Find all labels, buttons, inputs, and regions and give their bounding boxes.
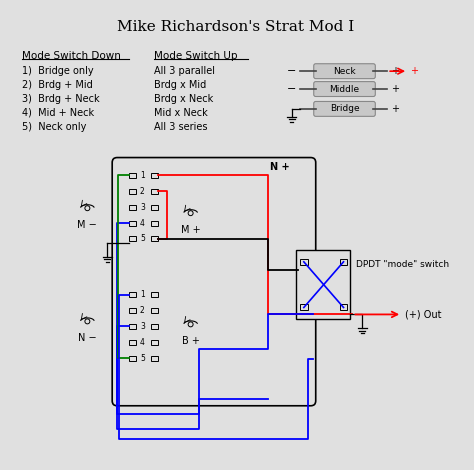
Text: Mid x Neck: Mid x Neck — [154, 108, 208, 118]
Text: Neck: Neck — [333, 67, 356, 76]
Text: N −: N − — [78, 333, 97, 343]
FancyBboxPatch shape — [314, 64, 375, 78]
Text: 4)  Mid + Neck: 4) Mid + Neck — [22, 108, 94, 118]
Text: 1: 1 — [140, 171, 145, 180]
Bar — [151, 324, 158, 329]
Text: +: + — [391, 84, 399, 94]
Bar — [151, 220, 158, 226]
Bar — [300, 259, 308, 265]
Bar — [128, 189, 136, 194]
Text: DPDT "mode" switch: DPDT "mode" switch — [356, 260, 449, 269]
Text: 5)  Neck only: 5) Neck only — [22, 122, 86, 132]
Text: 2: 2 — [140, 306, 145, 315]
Text: 1: 1 — [140, 290, 145, 299]
Bar — [128, 356, 136, 360]
Bar — [151, 189, 158, 194]
Text: Mode Switch Down: Mode Switch Down — [22, 51, 121, 61]
Bar — [128, 340, 136, 345]
Bar — [151, 236, 158, 242]
Text: 1)  Bridge only: 1) Bridge only — [22, 66, 93, 76]
Text: M +: M + — [181, 225, 201, 235]
Text: Bridge: Bridge — [330, 104, 359, 113]
Bar — [151, 173, 158, 178]
Text: Mike Richardson's Strat Mod I: Mike Richardson's Strat Mod I — [117, 20, 354, 33]
Bar — [128, 308, 136, 313]
Text: +: + — [391, 104, 399, 114]
Bar — [296, 250, 350, 320]
Text: Brdg x Mid: Brdg x Mid — [154, 80, 206, 90]
Bar — [128, 292, 136, 297]
FancyBboxPatch shape — [314, 102, 375, 117]
Text: All 3 parallel: All 3 parallel — [154, 66, 215, 76]
Text: −: − — [286, 84, 296, 94]
Text: 3)  Brdg + Neck: 3) Brdg + Neck — [22, 94, 100, 104]
FancyBboxPatch shape — [314, 82, 375, 96]
Bar — [300, 305, 308, 311]
Text: M −: M − — [77, 220, 97, 230]
Text: 3: 3 — [140, 203, 145, 212]
Bar — [128, 236, 136, 242]
Bar — [128, 173, 136, 178]
Bar — [151, 356, 158, 360]
FancyBboxPatch shape — [112, 157, 316, 406]
Text: 3: 3 — [140, 322, 145, 331]
Text: Mode Switch Up: Mode Switch Up — [154, 51, 237, 61]
Text: Brdg x Neck: Brdg x Neck — [154, 94, 213, 104]
Text: 2)  Brdg + Mid: 2) Brdg + Mid — [22, 80, 92, 90]
Text: 5: 5 — [140, 353, 145, 363]
Text: 4: 4 — [140, 338, 145, 347]
Text: +: + — [410, 66, 418, 76]
Text: 5: 5 — [140, 235, 145, 243]
Bar — [339, 305, 347, 311]
Bar — [151, 292, 158, 297]
Bar — [339, 259, 347, 265]
Bar — [128, 220, 136, 226]
Bar — [151, 308, 158, 313]
Text: 4: 4 — [140, 219, 145, 227]
Bar — [151, 205, 158, 210]
Text: −: − — [286, 66, 296, 76]
Bar — [128, 205, 136, 210]
Text: All 3 series: All 3 series — [154, 122, 208, 132]
Bar — [128, 324, 136, 329]
Text: Middle: Middle — [329, 85, 360, 94]
Text: N +: N + — [270, 163, 290, 172]
Text: +: + — [391, 66, 399, 76]
Bar — [151, 340, 158, 345]
Text: B +: B + — [182, 336, 200, 346]
Text: 2: 2 — [140, 187, 145, 196]
Text: (+) Out: (+) Out — [405, 309, 442, 320]
